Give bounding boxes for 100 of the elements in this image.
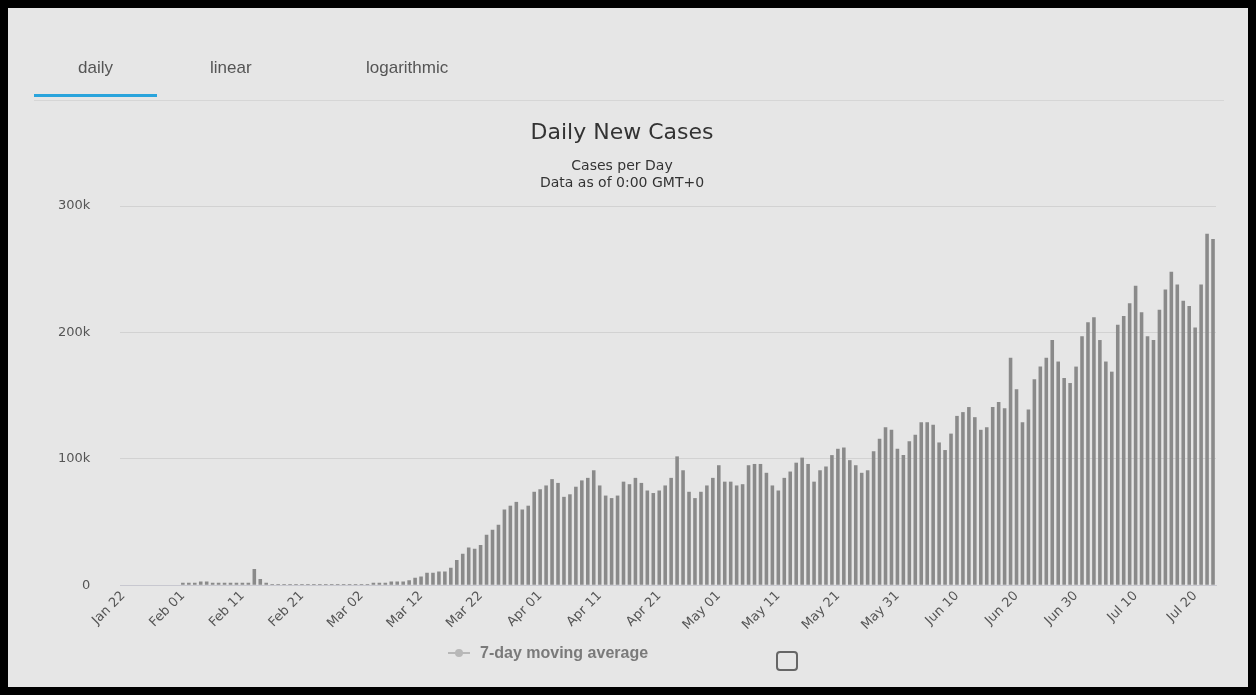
x-tick-label: Mar 12 [382, 587, 426, 631]
bar [788, 471, 793, 585]
bar [187, 582, 191, 585]
bar [806, 463, 810, 585]
bar [800, 457, 804, 585]
bar [395, 581, 400, 585]
bar [794, 462, 798, 585]
x-tick-label: Apr 01 [503, 587, 545, 629]
bar [1187, 305, 1191, 585]
text: daily [34, 58, 157, 97]
bar [1098, 340, 1102, 585]
x-tick-label: Jun 20 [980, 587, 1022, 629]
bar [1092, 317, 1096, 585]
bar [919, 422, 924, 585]
text: logarithmic [366, 58, 449, 78]
bar [264, 582, 269, 585]
x-tick-label: Apr 11 [563, 587, 605, 629]
bar [550, 479, 554, 585]
bar [1056, 361, 1060, 585]
x-tick-label: Jul 10 [1103, 587, 1141, 625]
bar [1181, 300, 1186, 585]
bar [663, 485, 667, 585]
bar [192, 582, 197, 585]
x-tick-label: Apr 21 [622, 587, 664, 629]
bar [413, 577, 417, 585]
bar [931, 424, 935, 585]
bar [722, 481, 727, 585]
bar [848, 460, 852, 585]
x-tick-label: Feb 21 [264, 587, 307, 630]
bar [544, 485, 548, 585]
chart-subtitle: Cases per Day Data as of 0:00 GMT+0 [539, 157, 705, 191]
bar [1050, 340, 1055, 585]
bar [657, 490, 662, 585]
bar [681, 470, 685, 585]
bar [407, 580, 411, 585]
bar [687, 491, 691, 585]
bar [693, 498, 697, 585]
bar [824, 466, 828, 585]
x-tick-label: Mar 02 [323, 587, 367, 631]
bar [1199, 284, 1203, 585]
bar [925, 422, 929, 585]
bar [1068, 383, 1072, 585]
bar [258, 579, 263, 585]
bar [675, 456, 679, 585]
bar [949, 433, 953, 585]
bar [651, 493, 656, 585]
bar [526, 505, 531, 585]
bar [591, 470, 596, 585]
bar [818, 470, 822, 585]
x-tick-label: Jul 20 [1162, 587, 1200, 625]
bar [419, 576, 423, 585]
bar [556, 482, 560, 585]
bar [669, 477, 673, 585]
bar [1205, 233, 1209, 585]
bar [443, 571, 447, 585]
bar [574, 486, 578, 585]
bar [967, 407, 971, 585]
bar [454, 560, 459, 585]
bar [979, 429, 983, 585]
y-tick-label: 200k [58, 323, 91, 339]
bar [711, 477, 715, 585]
bar [717, 465, 721, 585]
bar [973, 417, 977, 585]
y-tick-label: 0 [82, 576, 91, 592]
bar [836, 448, 840, 585]
bar [943, 450, 947, 585]
bar [568, 494, 572, 585]
bar [812, 481, 816, 585]
bar [562, 496, 566, 585]
bar [431, 572, 435, 585]
bar [1104, 361, 1108, 585]
x-tick-label: Feb 01 [145, 587, 188, 630]
text: 7-day moving average [480, 644, 649, 662]
x-tick-label: Jun 10 [921, 587, 962, 629]
bar [1086, 322, 1090, 585]
y-tick-label: 100k [58, 450, 91, 466]
bar [520, 509, 525, 585]
bar [1211, 238, 1215, 585]
bar [449, 567, 453, 585]
bar [460, 553, 465, 585]
y-tick-label: 300k [58, 197, 91, 213]
bar [853, 465, 858, 585]
bar [198, 581, 203, 585]
x-tick-label: Mar 22 [442, 587, 486, 631]
bar [705, 485, 709, 585]
bar [1115, 324, 1120, 585]
bar [389, 581, 394, 585]
chart-title: Daily New Cases [530, 118, 714, 144]
bar [181, 582, 185, 585]
bar [937, 442, 941, 585]
bar [1110, 371, 1114, 585]
bar [830, 455, 834, 585]
text: linear [210, 58, 252, 78]
bar [1062, 377, 1066, 585]
bar [586, 477, 590, 585]
bar [538, 489, 542, 585]
bar [1080, 336, 1084, 585]
bar [580, 480, 584, 585]
bar [955, 415, 959, 585]
bar [1074, 366, 1078, 585]
